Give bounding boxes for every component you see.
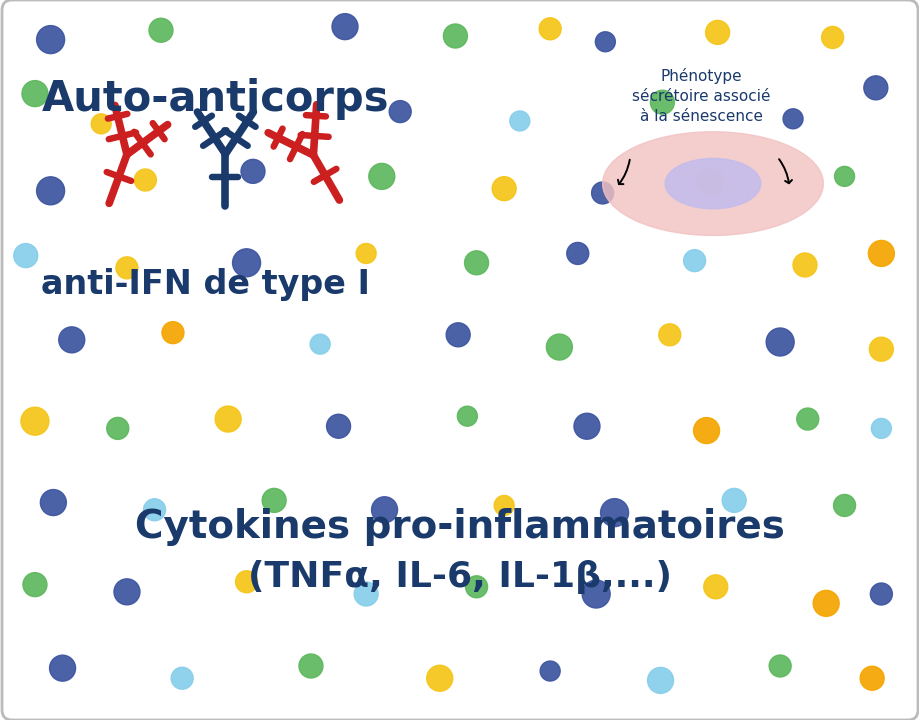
Circle shape (465, 576, 487, 598)
Circle shape (683, 250, 705, 271)
Circle shape (768, 655, 790, 677)
Circle shape (22, 81, 48, 107)
Circle shape (782, 109, 802, 129)
Circle shape (369, 163, 394, 189)
Circle shape (546, 334, 572, 360)
Circle shape (705, 20, 729, 45)
Circle shape (171, 667, 193, 689)
Circle shape (134, 169, 156, 191)
Text: Cytokines pro-inflammatoires: Cytokines pro-inflammatoires (135, 508, 784, 546)
Ellipse shape (602, 132, 823, 235)
Circle shape (262, 488, 286, 513)
Circle shape (149, 18, 173, 42)
Circle shape (299, 654, 323, 678)
Circle shape (40, 490, 66, 516)
Circle shape (812, 590, 838, 616)
Circle shape (647, 667, 673, 693)
Circle shape (566, 243, 588, 264)
Circle shape (215, 406, 241, 432)
Circle shape (21, 408, 49, 435)
Text: Auto-anticorps: Auto-anticorps (41, 78, 389, 120)
Circle shape (703, 575, 727, 599)
Circle shape (658, 324, 680, 346)
Circle shape (693, 418, 719, 444)
Text: (TNFα, IL-6, IL-1β,...): (TNFα, IL-6, IL-1β,...) (248, 560, 671, 594)
Circle shape (162, 322, 184, 343)
Circle shape (443, 24, 467, 48)
Circle shape (310, 334, 330, 354)
Circle shape (50, 655, 75, 681)
Circle shape (37, 177, 64, 204)
Circle shape (233, 249, 260, 276)
Circle shape (859, 666, 883, 690)
Ellipse shape (664, 158, 760, 209)
Circle shape (834, 166, 854, 186)
Circle shape (833, 495, 855, 516)
Circle shape (114, 579, 140, 605)
Circle shape (595, 32, 615, 52)
Circle shape (494, 495, 514, 516)
Circle shape (14, 243, 38, 268)
Circle shape (37, 26, 64, 53)
Circle shape (371, 497, 397, 523)
Circle shape (332, 14, 357, 40)
Circle shape (326, 414, 350, 438)
Circle shape (509, 111, 529, 131)
Circle shape (23, 572, 47, 597)
Circle shape (235, 571, 257, 593)
Text: anti-IFN de type I: anti-IFN de type I (41, 268, 370, 301)
Circle shape (870, 418, 891, 438)
Circle shape (573, 413, 599, 439)
Circle shape (591, 182, 613, 204)
Circle shape (650, 90, 674, 114)
Circle shape (389, 101, 411, 122)
Circle shape (796, 408, 818, 430)
Text: Phénotype
sécrétoire associé
à la sénescence: Phénotype sécrétoire associé à la sénesc… (631, 68, 769, 124)
Circle shape (107, 418, 129, 439)
Circle shape (492, 176, 516, 201)
Circle shape (869, 583, 891, 605)
Circle shape (766, 328, 793, 356)
Circle shape (600, 499, 628, 526)
Circle shape (91, 114, 111, 134)
Circle shape (868, 240, 893, 266)
Circle shape (863, 76, 887, 100)
Circle shape (241, 159, 265, 184)
Circle shape (539, 661, 560, 681)
Circle shape (539, 18, 561, 40)
Circle shape (354, 582, 378, 606)
Circle shape (697, 168, 722, 194)
Circle shape (792, 253, 816, 277)
Circle shape (116, 257, 138, 279)
Circle shape (582, 580, 609, 608)
Circle shape (721, 488, 745, 513)
Circle shape (143, 499, 165, 521)
Circle shape (446, 323, 470, 347)
Circle shape (356, 243, 376, 264)
Circle shape (59, 327, 85, 353)
Circle shape (821, 27, 843, 48)
Circle shape (426, 665, 452, 691)
Circle shape (868, 337, 892, 361)
Circle shape (457, 406, 477, 426)
Circle shape (464, 251, 488, 275)
